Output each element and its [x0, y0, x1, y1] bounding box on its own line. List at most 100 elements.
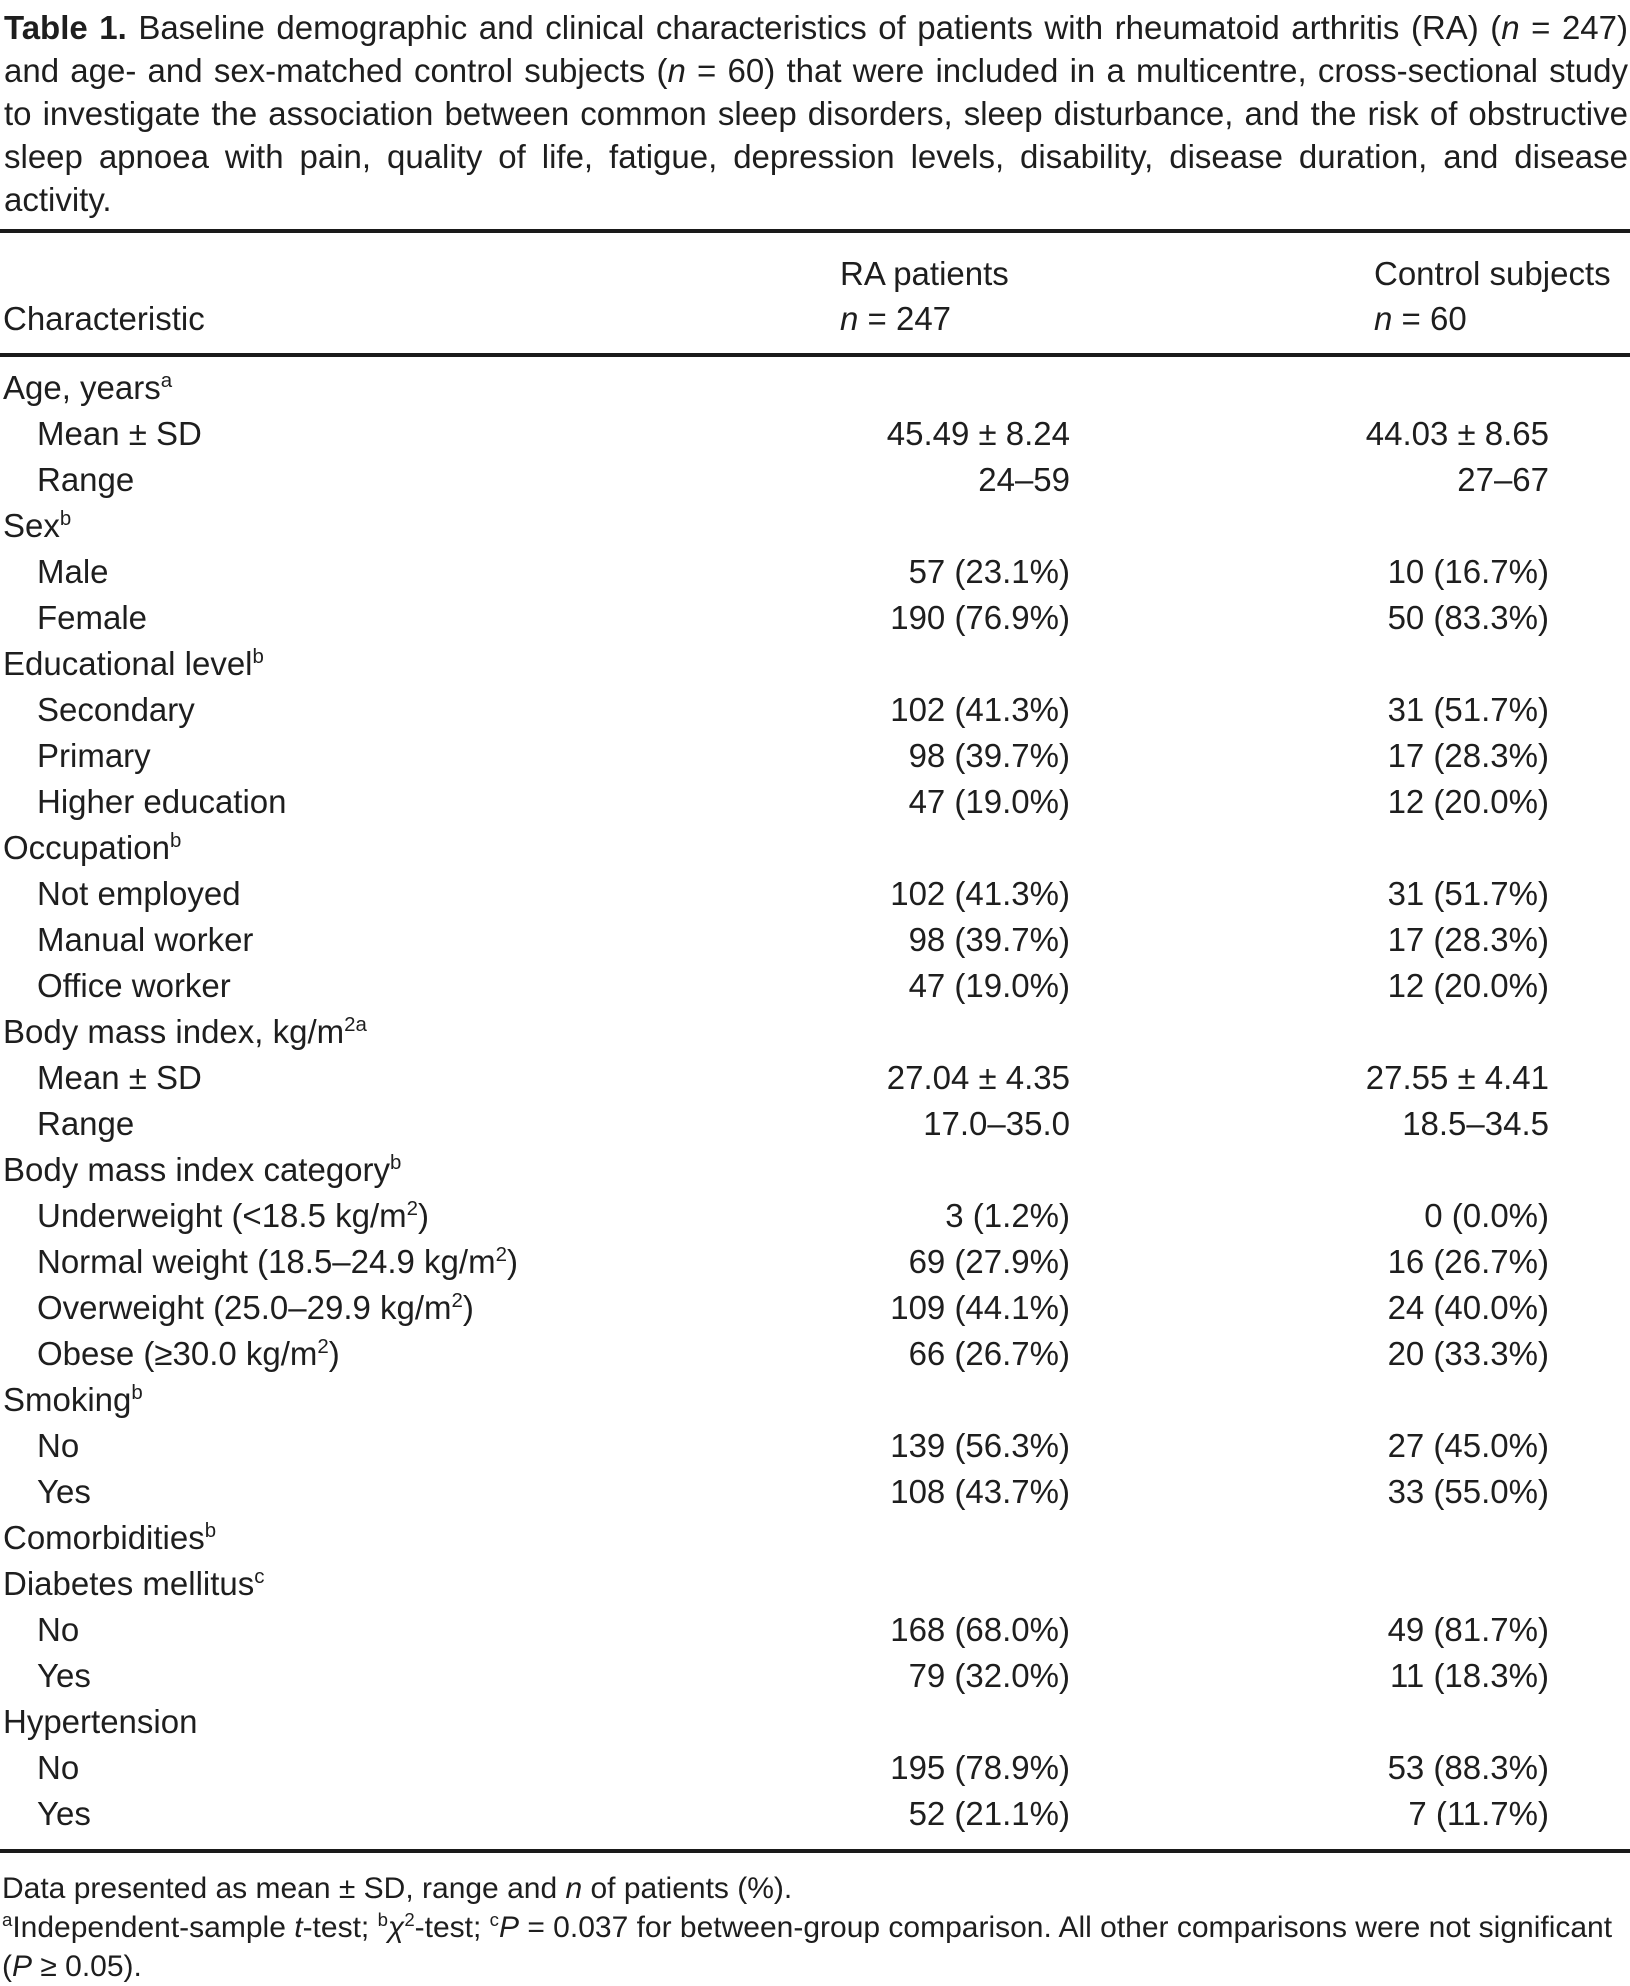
table-section-row: Age, yearsa [0, 355, 1630, 411]
ra-value: 52 (21.1%) [908, 1795, 1070, 1832]
ra-value: 57 (23.1%) [908, 553, 1070, 590]
row-label: Secondary [37, 691, 195, 728]
row-label: Comorbiditiesb [3, 1518, 217, 1556]
control-value: 18.5–34.5 [1402, 1105, 1549, 1142]
control-value: 44.03 ± 8.65 [1365, 415, 1549, 452]
ra-value [840, 503, 1230, 549]
ra-value: 98 (39.7%) [908, 921, 1070, 958]
control-value: 17 (28.3%) [1387, 737, 1549, 774]
table-body: Age, yearsa Mean ± SD 45.49 ± 8.24 44.03 ± … [0, 355, 1630, 1851]
table-section-row: Body mass index, kg/m2a [0, 1009, 1630, 1055]
control-value [1230, 1147, 1630, 1193]
ra-value: 47 (19.0%) [908, 967, 1070, 1004]
row-label: Male [37, 553, 109, 590]
ra-value: 108 (43.7%) [890, 1473, 1070, 1510]
col-header-ra-patients: RA patients n = 247 [840, 231, 1230, 355]
row-label: Educational levelb [3, 644, 264, 682]
ra-value: 66 (26.7%) [908, 1335, 1070, 1372]
ra-value: 3 (1.2%) [945, 1197, 1070, 1234]
row-label: Obese (≥30.0 kg/m2) [37, 1334, 340, 1372]
row-label: Range [37, 1105, 135, 1142]
table-row: Mean ± SD 45.49 ± 8.24 44.03 ± 8.65 [0, 411, 1630, 457]
row-label: Yes [37, 1657, 91, 1694]
table-section-row: Diabetes mellitusc [0, 1561, 1630, 1607]
ra-value [840, 1147, 1230, 1193]
ra-value [840, 1699, 1230, 1745]
table-row: Female 190 (76.9%) 50 (83.3%) [0, 595, 1630, 641]
control-value: 20 (33.3%) [1387, 1335, 1549, 1372]
ra-value: 190 (76.9%) [890, 599, 1070, 636]
table-row: Yes 79 (32.0%) 11 (18.3%) [0, 1653, 1630, 1699]
row-label: Mean ± SD [37, 415, 202, 452]
row-label: Yes [37, 1473, 91, 1510]
ra-header-line1: RA patients [840, 255, 1009, 292]
table-row: No 195 (78.9%) 53 (88.3%) [0, 1745, 1630, 1791]
table-section-row: Hypertension [0, 1699, 1630, 1745]
control-value: 0 (0.0%) [1424, 1197, 1549, 1234]
control-value: 49 (81.7%) [1387, 1611, 1549, 1648]
table-row: Overweight (25.0–29.9 kg/m2) 109 (44.1%) 2… [0, 1285, 1630, 1331]
ra-value [840, 825, 1230, 871]
ra-value: 102 (41.3%) [890, 875, 1070, 912]
table-row: Manual worker 98 (39.7%) 17 (28.3%) [0, 917, 1630, 963]
control-value [1230, 825, 1630, 871]
row-label: Diabetes mellitusc [3, 1564, 265, 1602]
control-value: 27–67 [1457, 461, 1549, 498]
control-header-line2: n = 60 [1374, 300, 1467, 337]
table-section-row: Body mass index categoryb [0, 1147, 1630, 1193]
ra-value: 109 (44.1%) [890, 1289, 1070, 1326]
footnotes: Data presented as mean ± SD, range and n… [0, 1869, 1630, 1986]
row-label: Range [37, 461, 135, 498]
ra-value: 24–59 [978, 461, 1070, 498]
ra-value: 69 (27.9%) [908, 1243, 1070, 1280]
table-row: No 139 (56.3%) 27 (45.0%) [0, 1423, 1630, 1469]
control-value: 33 (55.0%) [1387, 1473, 1549, 1510]
control-value: 10 (16.7%) [1387, 553, 1549, 590]
row-label: Mean ± SD [37, 1059, 202, 1096]
col-header-characteristic: Characteristic [0, 231, 840, 355]
row-label: Office worker [37, 967, 231, 1004]
row-label: No [37, 1427, 80, 1464]
control-value [1230, 1699, 1630, 1745]
col-header-characteristic-label: Characteristic [3, 300, 205, 337]
ra-value: 47 (19.0%) [908, 783, 1070, 820]
row-label: Female [37, 599, 148, 636]
row-label: Primary [37, 737, 151, 774]
control-value [1230, 1377, 1630, 1423]
row-label: Body mass index, kg/m2a [3, 1012, 367, 1050]
ra-value: 195 (78.9%) [890, 1749, 1070, 1786]
control-value [1230, 641, 1630, 687]
table-row: Obese (≥30.0 kg/m2) 66 (26.7%) 20 (33.3%) [0, 1331, 1630, 1377]
table-section-row: Sexb [0, 503, 1630, 549]
control-value: 17 (28.3%) [1387, 921, 1549, 958]
control-value: 50 (83.3%) [1387, 599, 1549, 636]
table-header: Characteristic RA patients n = 247 Contr… [0, 231, 1630, 355]
ra-value: 139 (56.3%) [890, 1427, 1070, 1464]
row-label: Age, yearsa [3, 368, 173, 406]
table-row: Underweight (<18.5 kg/m2) 3 (1.2%) 0 (0.0%… [0, 1193, 1630, 1239]
row-label: Yes [37, 1795, 91, 1832]
control-value [1230, 355, 1630, 411]
control-value: 53 (88.3%) [1387, 1749, 1549, 1786]
row-label: Sexb [3, 506, 72, 544]
ra-value [840, 1377, 1230, 1423]
control-value: 24 (40.0%) [1387, 1289, 1549, 1326]
control-value [1230, 503, 1630, 549]
ra-value [840, 1009, 1230, 1055]
control-value: 11 (18.3%) [1390, 1657, 1549, 1694]
control-value: 7 (11.7%) [1408, 1795, 1549, 1832]
control-header-line1: Control subjects [1374, 255, 1611, 292]
ra-value [840, 1561, 1230, 1607]
row-label: Not employed [37, 875, 241, 912]
ra-value [840, 1515, 1230, 1561]
control-value [1230, 1561, 1630, 1607]
footnote-data-presentation: Data presented as mean ± SD, range and n… [2, 1872, 793, 1905]
table-section-row: Smokingb [0, 1377, 1630, 1423]
table-row: Range 17.0–35.0 18.5–34.5 [0, 1101, 1630, 1147]
ra-value [840, 641, 1230, 687]
ra-value: 79 (32.0%) [908, 1657, 1070, 1694]
table-row: Normal weight (18.5–24.9 kg/m2) 69 (27.9%… [0, 1239, 1630, 1285]
row-label: Manual worker [37, 921, 254, 958]
table-row: Yes 52 (21.1%) 7 (11.7%) [0, 1791, 1630, 1851]
